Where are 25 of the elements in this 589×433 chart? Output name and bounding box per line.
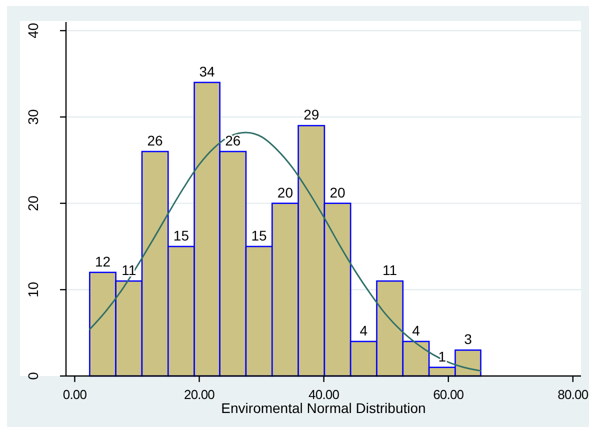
data-label: 26 [225,132,241,149]
y-tick-label: 20 [25,195,41,212]
data-label: 20 [277,184,294,200]
y-tick-label: 10 [25,282,41,298]
y-tick-label: 0 [25,372,41,380]
data-label: 20 [330,184,346,200]
x-tick-label: 20.00 [184,387,215,402]
y-tick-label: 30 [25,108,41,125]
data-label: 4 [412,322,420,338]
data-label: 11 [382,262,398,278]
x-tick-label: 40.00 [308,387,340,402]
data-label: 26 [147,132,164,149]
data-label: 15 [251,227,268,244]
x-axis-title: Enviromental Normal Distribution [221,400,426,416]
data-label: 15 [173,227,190,244]
data-label: 11 [122,262,136,278]
x-tick-label: 80.00 [558,387,588,402]
data-label: 29 [304,106,320,123]
x-tick-label: 60.00 [433,387,464,402]
data-label: 3 [464,331,472,348]
y-tick-label: 40 [25,22,41,38]
data-label: 34 [199,63,216,80]
data-label: 4 [360,322,368,338]
data-label: 12 [94,253,111,270]
x-tick-label: 0.00 [62,387,87,402]
